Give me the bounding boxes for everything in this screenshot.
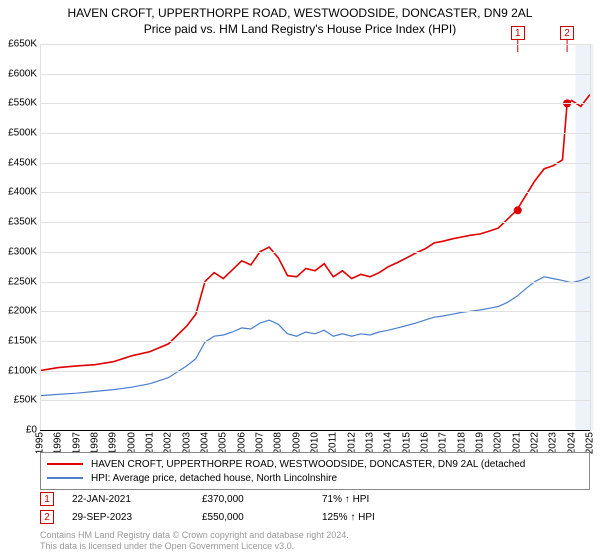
ytick-label: £50K [14,395,37,406]
sale-row: 1 22-JAN-2021£370,00071% ↑ HPI [40,490,590,508]
gridline-horizontal [40,252,590,253]
xtick-label: 1996 [53,432,64,454]
gridline-vertical [40,44,41,430]
xtick-label: 2012 [346,432,357,454]
sales-table: 1 22-JAN-2021£370,00071% ↑ HPI 2 29-SEP-202… [40,490,590,526]
ytick-label: £650K [8,39,37,50]
chart-area: £0£50K£100K£150K£200K£250K£300K£350K£400… [40,44,590,430]
xtick-label: 2001 [145,432,156,454]
legend-row: HPI: Average price, detached house, Nort… [47,471,583,485]
sale-price: £370,000 [202,494,322,505]
plot-region: £0£50K£100K£150K£200K£250K£300K£350K£400… [40,44,590,430]
xtick-label: 2013 [365,432,376,454]
xtick-label: 1999 [108,432,119,454]
series-line [40,95,590,371]
xtick-label: 2005 [218,432,229,454]
legend-label: HAVEN CROFT, UPPERTHORPE ROAD, WESTWOODS… [91,459,525,470]
xtick-label: 1998 [90,432,101,454]
sale-pct: 125% ↑ HPI [322,512,522,523]
xtick-label: 2018 [456,432,467,454]
gridline-horizontal [40,74,590,75]
legend-swatch [47,477,83,479]
gridline-vertical [590,44,591,430]
sale-pct: 71% ↑ HPI [322,494,522,505]
sale-marker-box: 2 [560,26,574,40]
xtick-label: 2002 [163,432,174,454]
gridline-horizontal [40,400,590,401]
xtick-label: 2024 [566,432,577,454]
xtick-label: 1997 [71,432,82,454]
xtick-label: 2020 [493,432,504,454]
xtick-label: 2009 [291,432,302,454]
ytick-label: £100K [8,365,37,376]
gridline-horizontal [40,371,590,372]
xtick-label: 2023 [548,432,559,454]
gridline-horizontal [40,192,590,193]
gridline-horizontal [40,222,590,223]
ytick-label: £200K [8,306,37,317]
gridline-horizontal [40,311,590,312]
gridline-horizontal [40,163,590,164]
xtick-label: 2008 [273,432,284,454]
chart-svg [40,44,590,430]
ytick-label: £550K [8,98,37,109]
xtick-label: 2014 [383,432,394,454]
footnote: Contains HM Land Registry data © Crown c… [40,530,590,552]
sale-price: £550,000 [202,512,322,523]
footnote-line1: Contains HM Land Registry data © Crown c… [40,530,590,541]
ytick-label: £400K [8,187,37,198]
gridline-horizontal [40,133,590,134]
sale-date: 29-SEP-2023 [72,512,202,523]
xtick-label: 2010 [310,432,321,454]
legend-row: HAVEN CROFT, UPPERTHORPE ROAD, WESTWOODS… [47,457,583,471]
sale-marker-dot [514,206,522,214]
ytick-label: £500K [8,128,37,139]
gridline-horizontal [40,282,590,283]
xtick-label: 2015 [401,432,412,454]
ytick-label: £450K [8,157,37,168]
series-line [40,277,590,396]
xtick-label: 2022 [530,432,541,454]
gridline-horizontal [40,44,590,45]
xtick-label: 2016 [420,432,431,454]
ytick-label: £350K [8,217,37,228]
xtick-label: 2006 [236,432,247,454]
legend: HAVEN CROFT, UPPERTHORPE ROAD, WESTWOODS… [40,452,590,490]
legend-label: HPI: Average price, detached house, Nort… [91,473,337,484]
gridline-horizontal [40,430,590,431]
xtick-label: 1995 [35,432,46,454]
sale-row: 2 29-SEP-2023£550,000125% ↑ HPI [40,508,590,526]
gridline-horizontal [40,103,590,104]
title-line1: HAVEN CROFT, UPPERTHORPE ROAD, WESTWOODS… [0,6,600,22]
ytick-label: £150K [8,335,37,346]
xtick-label: 2025 [585,432,596,454]
xtick-label: 2021 [511,432,522,454]
gridline-horizontal [40,341,590,342]
ytick-label: £300K [8,246,37,257]
footnote-line2: This data is licensed under the Open Gov… [40,541,590,552]
sale-date: 22-JAN-2021 [72,494,202,505]
xtick-label: 2004 [200,432,211,454]
sale-row-marker: 1 [40,492,54,506]
xtick-label: 2019 [475,432,486,454]
xtick-label: 2017 [438,432,449,454]
legend-swatch [47,463,83,465]
sale-row-marker: 2 [40,510,54,524]
ytick-label: £250K [8,276,37,287]
xtick-label: 2011 [328,432,339,454]
xtick-label: 2000 [126,432,137,454]
ytick-label: £600K [8,68,37,79]
sale-marker-box: 1 [511,26,525,40]
xtick-label: 2007 [255,432,266,454]
xtick-label: 2003 [181,432,192,454]
